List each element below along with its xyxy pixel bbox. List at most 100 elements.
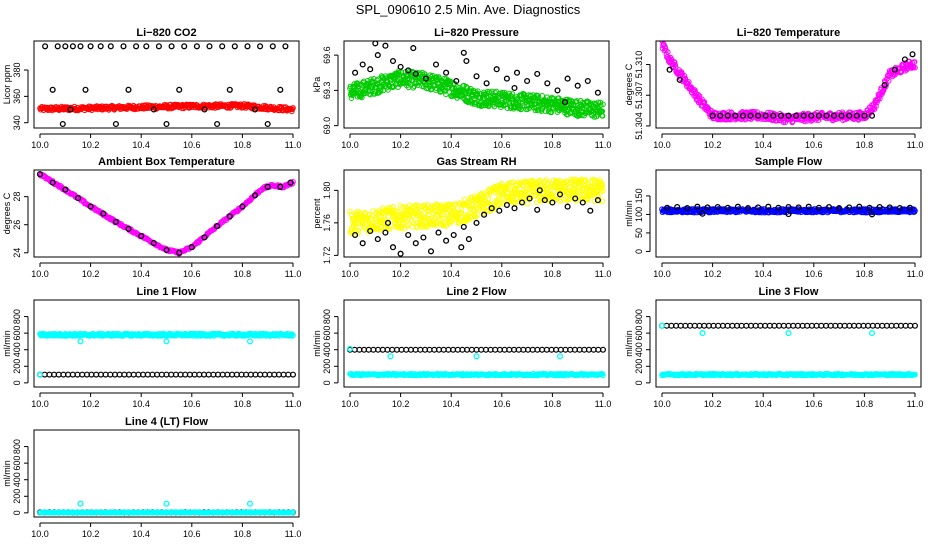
series-co2-scatter-point <box>50 87 55 92</box>
series-co2-scatter-point <box>177 87 182 92</box>
series-line-1-low-point <box>174 372 179 377</box>
x-tick-label: 10.6 <box>183 399 201 409</box>
x-tick-label: 10.0 <box>653 399 671 409</box>
y-tick-label: 0 <box>634 249 644 254</box>
series-pressure-scatter-point <box>494 67 499 72</box>
series-line-2-high-point <box>512 347 517 352</box>
x-tick-label: 10.4 <box>132 399 150 409</box>
series-line-1-low-point <box>291 372 296 377</box>
plot-data <box>38 172 296 257</box>
series-line-1-low-point <box>286 372 291 377</box>
series-pressure-scatter-point <box>484 81 489 86</box>
series-line-1-marks-point <box>38 372 43 377</box>
series-line-2-high-point <box>380 347 385 352</box>
series-line-2-high-point <box>484 347 489 352</box>
series-line-1-low-point <box>169 372 174 377</box>
series-line-3-marks-point <box>870 331 875 336</box>
series-line-3-high-point <box>753 323 758 328</box>
x-tick-label: 10.6 <box>493 269 511 279</box>
series-pressure-scatter-point <box>515 70 520 75</box>
series-line-2-high-point <box>558 347 563 352</box>
series-line-1-marks-point <box>164 339 169 344</box>
series-co2-scatter-point <box>245 44 250 49</box>
y-tick-label: 800 <box>12 309 22 324</box>
series-co2-scatter-point <box>283 44 288 49</box>
series-line-1-low-point <box>99 372 104 377</box>
series-co2-scatter-point <box>157 44 162 49</box>
series-rh-scatter-point <box>474 221 479 226</box>
series-line-2-marks-point <box>388 354 393 359</box>
series-rh-scatter-point <box>565 204 570 209</box>
x-tick-label: 10.2 <box>82 140 100 150</box>
x-tick-label: 10.4 <box>442 140 460 150</box>
y-tick-label: 1.80 <box>322 182 332 200</box>
series-line-2-high-point <box>371 347 376 352</box>
series-co2-scatter-point <box>78 44 83 49</box>
panel-title: Sample Flow <box>755 156 823 168</box>
series-line-2-high-point <box>465 347 470 352</box>
panel-title: Gas Stream RH <box>436 156 516 168</box>
series-line-2-high-point <box>413 347 418 352</box>
series-rh-scatter-point <box>444 238 449 243</box>
series-line-2-high-point <box>432 347 437 352</box>
series-line-3-high-point <box>744 323 749 328</box>
x-tick-label: 10.2 <box>82 399 100 409</box>
series-pressure-scatter-point <box>545 81 550 86</box>
series-rh-ave-point <box>525 201 530 206</box>
series-line-3-high-point <box>786 323 791 328</box>
x-tick-label: 11.0 <box>285 399 302 409</box>
series-pressure-scatter-point <box>464 59 469 64</box>
series-pressure-scatter-point <box>596 90 601 95</box>
series-co2-scatter-point <box>278 87 283 92</box>
series-rh-scatter-point <box>588 208 593 213</box>
series-co2-scatter-point <box>63 44 68 49</box>
x-tick-label: 10.2 <box>392 140 410 150</box>
series-line-2-high-point <box>376 347 381 352</box>
x-tick-label: 10.8 <box>544 140 562 150</box>
series-line-2-high-point <box>568 347 573 352</box>
series-co2-scatter-point <box>114 122 119 127</box>
series-pressure-scatter-point <box>575 83 580 88</box>
series-co2-scatter-point <box>108 44 113 49</box>
y-tick-label: 51.307 <box>634 81 644 109</box>
series-line-2-high-point <box>441 347 446 352</box>
y-tick-label: 360 <box>12 89 22 104</box>
y-tick-label: 200 <box>322 359 332 374</box>
series-line-2-high-point <box>563 347 568 352</box>
x-tick-label: 10.2 <box>704 140 722 150</box>
series-co2-scatter-point <box>71 44 76 49</box>
series-line-3-high-point <box>819 323 824 328</box>
series-co2-scatter-point <box>121 44 126 49</box>
series-line-3-high-point <box>758 323 763 328</box>
series-rh-scatter-point <box>459 245 464 250</box>
series-co2-scatter-point <box>220 44 225 49</box>
series-line-3-high-point <box>725 323 730 328</box>
series-line-3-high-point <box>828 323 833 328</box>
series-line-2-high-point <box>446 347 451 352</box>
y-tick-label: 69.0 <box>322 117 332 135</box>
series-line-1-low-point <box>197 372 202 377</box>
series-line-2-high-point <box>474 347 479 352</box>
y-tick-label: 600 <box>322 326 332 341</box>
series-line-1-marks-point <box>248 339 253 344</box>
series-co2-scatter-point <box>215 122 220 127</box>
series-rh-scatter-point <box>512 206 517 211</box>
series-line-3-high-point <box>810 323 815 328</box>
series-line-3-high-point <box>875 323 880 328</box>
series-line-2-high-point <box>498 347 503 352</box>
series-pressure-scatter-point <box>383 43 388 48</box>
series-temp-scatter-point <box>910 52 915 57</box>
series-co2-scatter-point <box>164 122 169 127</box>
y-tick-label: 400 <box>12 342 22 357</box>
x-tick-label: 10.8 <box>234 269 252 279</box>
y-tick-label: 0 <box>322 380 332 385</box>
series-line-2-high-point <box>437 347 442 352</box>
x-tick-label: 10.8 <box>856 399 874 409</box>
x-tick-label: 10.4 <box>442 399 460 409</box>
series-line-3-high-point <box>683 323 688 328</box>
